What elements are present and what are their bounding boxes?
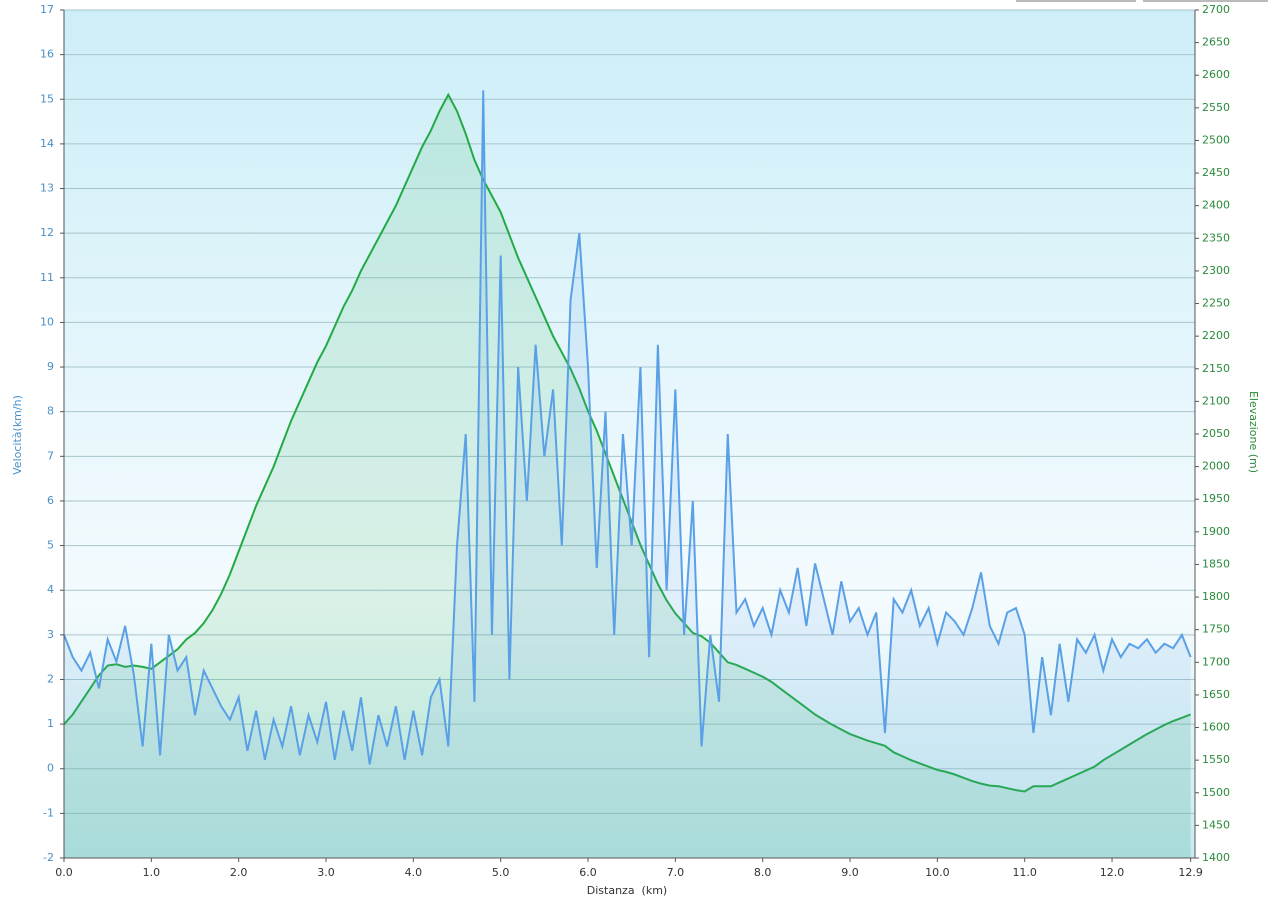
area	[64, 94, 1191, 859]
toolbar-button[interactable]	[1016, 0, 1136, 2]
y2-tick-label: 1500	[1202, 786, 1230, 799]
y-tick-label: 16	[40, 48, 54, 61]
y2-tick-label: 2350	[1202, 231, 1230, 244]
y-tick-label: 7	[47, 449, 54, 462]
line	[63, 90, 1192, 765]
y-tick-label: 1	[47, 717, 54, 730]
y2-tick-label: 2100	[1202, 394, 1230, 407]
y2-tick-label: 2250	[1202, 297, 1230, 310]
y-tick-label: 12	[40, 226, 54, 239]
line	[63, 92, 1191, 793]
x-tick-label: 12.9	[1178, 866, 1203, 879]
y-tick-label: -1	[43, 806, 54, 819]
x-tick-label: 8.0	[754, 866, 772, 879]
y-axis-title: Velocità(km/h)	[11, 395, 24, 475]
y2-tick-label: 1400	[1202, 851, 1230, 864]
y2-tick-label: 2450	[1202, 166, 1230, 179]
x-tick-label: 12.0	[1100, 866, 1125, 879]
y2-tick-label: 2200	[1202, 329, 1230, 342]
x-axis-title: Distanza (km)	[587, 884, 667, 897]
y-tick-label: 6	[47, 494, 54, 507]
y2-tick-label: 2050	[1202, 427, 1230, 440]
y2-tick-label: 1850	[1202, 557, 1230, 570]
y2-tick-label: 2000	[1202, 460, 1230, 473]
x-tick-label: 0.0	[55, 866, 73, 879]
area	[64, 90, 1191, 858]
y2-tick-label: 1550	[1202, 753, 1230, 766]
x-tick-label: 7.0	[667, 866, 685, 879]
y-tick-label: 8	[47, 405, 54, 418]
x-tick-label: 3.0	[317, 866, 335, 879]
y2-tick-label: 2550	[1202, 101, 1230, 114]
y-tick-label: 5	[47, 539, 54, 552]
y2-tick-label: 1450	[1202, 818, 1230, 831]
x-tick-label: 4.0	[405, 866, 423, 879]
y-tick-label: 14	[40, 137, 54, 150]
y-tick-label: 3	[47, 628, 54, 641]
toolbar-button[interactable]	[1143, 0, 1268, 2]
y2-tick-label: 2700	[1202, 3, 1230, 16]
y2-axis-title: Elevazione (m)	[1247, 391, 1260, 473]
plot-background	[64, 10, 1195, 858]
y2-tick-label: 2400	[1202, 199, 1230, 212]
y-tick-label: 0	[47, 762, 54, 775]
y2-tick-label: 2300	[1202, 264, 1230, 277]
x-tick-label: 6.0	[579, 866, 597, 879]
x-tick-label: 11.0	[1012, 866, 1037, 879]
x-tick-label: 10.0	[925, 866, 950, 879]
y2-tick-label: 1750	[1202, 623, 1230, 636]
y2-tick-label: 1900	[1202, 525, 1230, 538]
y-tick-label: 2	[47, 672, 54, 685]
y-tick-label: 4	[47, 583, 54, 596]
y-tick-label: 9	[47, 360, 54, 373]
plot	[63, 9, 1195, 859]
y-tick-label: 13	[40, 182, 54, 195]
y2-tick-label: 2650	[1202, 36, 1230, 49]
y-tick-label: -2	[43, 851, 54, 864]
x-tick-label: 5.0	[492, 866, 510, 879]
y2-tick-label: 1700	[1202, 655, 1230, 668]
y-tick-label: 17	[40, 3, 54, 16]
x-tick-label: 9.0	[841, 866, 859, 879]
y-tick-label: 10	[40, 315, 54, 328]
y-tick-label: 11	[40, 271, 54, 284]
y2-tick-label: 1600	[1202, 721, 1230, 734]
y2-tick-label: 1800	[1202, 590, 1230, 603]
x-tick-label: 2.0	[230, 866, 248, 879]
x-tick-label: 1.0	[143, 866, 161, 879]
y2-tick-label: 2500	[1202, 133, 1230, 146]
y2-tick-label: 2600	[1202, 68, 1230, 81]
y2-tick-label: 1950	[1202, 492, 1230, 505]
y-tick-label: 15	[40, 92, 54, 105]
y2-tick-label: 1650	[1202, 688, 1230, 701]
y2-tick-label: 2150	[1202, 362, 1230, 375]
